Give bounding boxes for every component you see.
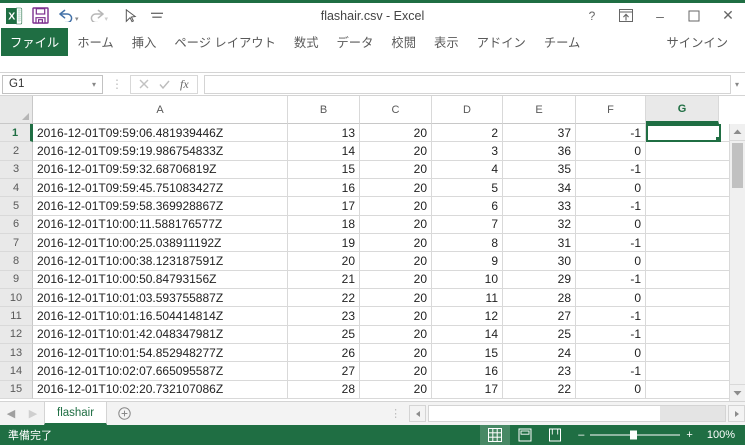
svg-text:X: X: [8, 10, 15, 22]
